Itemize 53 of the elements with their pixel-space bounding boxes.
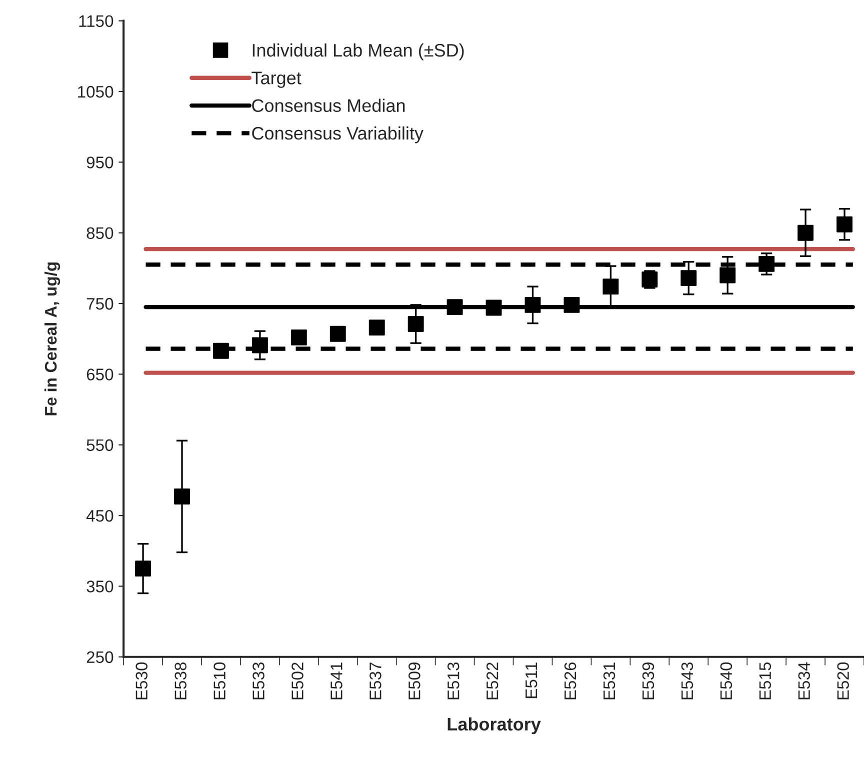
point [252,337,268,354]
legend-label: Target [252,72,302,88]
point [524,296,541,313]
x-tick-label: E509 [408,662,420,700]
point [213,342,229,359]
x-tick-label: E533 [252,662,264,700]
y-tick-label: 750 [86,298,114,310]
x-tick-label: E526 [564,662,576,700]
x-tick-label: E539 [642,662,654,700]
point [564,296,580,313]
point [135,560,152,577]
legend-label: Individual Lab Mean (±SD) [252,43,464,60]
point [408,316,424,332]
x-tick-label: E502 [292,662,304,700]
x-tick-label: E510 [214,662,226,700]
x-tick-label: E541 [330,662,342,700]
y-tick-label: 650 [86,368,114,380]
x-tick-label: E537 [370,662,382,700]
y-tick-label: 950 [86,156,114,168]
x-tick-label: E540 [720,662,732,700]
y-tick-label: 1150 [79,15,114,28]
x-tick-label: E511 [526,662,538,698]
y-tick-label: 250 [86,651,114,664]
x-tick-label: E520 [837,662,849,700]
point [602,278,619,295]
point [486,300,502,316]
y-tick-label: 350 [86,580,114,592]
point [290,329,307,346]
x-tick-label: E531 [603,662,616,700]
y-tick-label: 550 [86,439,114,452]
x-tick-label: E543 [681,662,694,700]
legend-label: Consensus Variability [252,126,424,144]
point [680,270,697,286]
point [174,488,190,504]
point [446,299,463,316]
x-tick-label: E513 [447,662,460,700]
point [836,216,852,232]
point [330,326,346,342]
point [798,224,814,241]
x-tick-label: E530 [136,662,148,700]
point [720,267,736,284]
y-tick-label: 450 [86,510,114,522]
x-tick-label: E538 [174,662,186,700]
point [758,256,775,272]
x-tick-label: E534 [798,662,810,700]
legend-label: Consensus Median [252,98,405,112]
y-axis-title: Fe in Cereal A, ug/g [44,262,60,416]
y-tick-label: 1050 [78,86,114,98]
x-axis-title: Laboratory [448,717,541,734]
point [368,320,385,336]
x-tick-label: E522 [486,662,498,700]
y-tick-label: 850 [86,227,114,240]
x-tick-label: E515 [759,662,772,700]
